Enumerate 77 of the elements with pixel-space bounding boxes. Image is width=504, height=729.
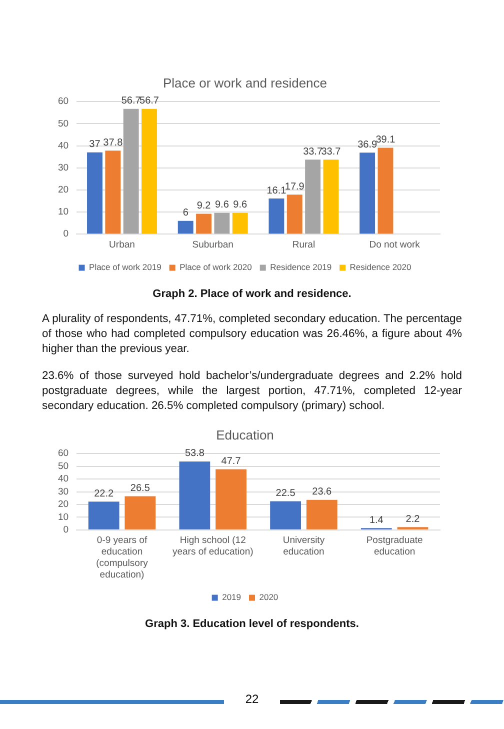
legend-label: 2020	[259, 592, 278, 602]
bar	[214, 212, 230, 234]
bar	[178, 220, 194, 234]
data-label: 22.2	[94, 488, 114, 500]
bar	[87, 152, 102, 234]
chart-title: Education	[216, 427, 274, 442]
data-label: 39.1	[376, 134, 396, 146]
data-label: 36.9	[358, 139, 378, 150]
caption: Graph 3. Education level of respondents.	[144, 618, 360, 630]
bar	[286, 194, 302, 234]
bar	[378, 148, 394, 234]
bar	[124, 496, 156, 530]
data-label: 53.8	[184, 448, 205, 460]
bar	[270, 501, 301, 530]
data-label: 16.1	[266, 185, 287, 196]
bar	[88, 502, 120, 530]
bar	[216, 469, 246, 530]
legend-label: Place of work 2020	[180, 262, 252, 272]
x-tick-label: Urban	[109, 239, 135, 250]
legend-label: 2019	[222, 592, 242, 602]
bar	[123, 108, 139, 234]
bar	[305, 160, 321, 234]
data-label: 22.5	[276, 488, 296, 500]
data-label: 56.7	[121, 96, 142, 107]
y-tick-label: 0	[63, 228, 69, 240]
text: 23.6% of those surveyed hold bachelor’s/undergraduate degrees and 2.2% hold postgraduate degrees, while the largest portion, 47.71%, completed 12-year secondary education. 26.5% completed compulsory (primary) school.	[42, 369, 462, 414]
y-tick-label: 60	[58, 96, 69, 108]
data-label: 17.9	[284, 181, 305, 192]
data-label: 9.6	[214, 200, 230, 211]
data-label: 6	[182, 208, 189, 219]
data-label: 1.4	[369, 514, 384, 526]
legend-label: Residence 2019	[270, 262, 332, 272]
bar	[268, 198, 284, 234]
text: A plurality of respondents, 47.71%, completed secondary education. The percentage of those who had completed compulsory education was 26.46%, a figure about 4% higher than the previous year.	[42, 312, 462, 357]
chart-title: Place or work and residence	[162, 75, 328, 90]
legend-label: Place of work 2019	[89, 262, 162, 272]
data-label: 37	[89, 139, 101, 150]
y-tick-label: 40	[58, 474, 69, 485]
data-label: 33.7	[303, 146, 323, 158]
bar	[306, 500, 338, 530]
bar	[323, 160, 339, 234]
x-tick-label: 0-9 years of education (compulsory education)	[96, 535, 148, 580]
x-tick-label: University education	[282, 535, 325, 558]
bar	[196, 214, 212, 234]
y-tick-label: 60	[58, 448, 69, 460]
y-tick-label: 30	[58, 486, 69, 498]
data-label: 2.2	[406, 514, 420, 525]
bar	[105, 150, 121, 234]
x-tick-label: Rural	[292, 239, 316, 250]
legend-label: Residence 2020	[350, 262, 412, 272]
data-label: 37.8	[103, 137, 124, 148]
data-label: 9.6	[233, 200, 248, 211]
data-label: 23.6	[312, 486, 332, 498]
y-tick-label: 10	[58, 206, 69, 218]
data-label: 56.7	[140, 96, 160, 107]
bar	[232, 212, 248, 234]
y-tick-label: 50	[58, 460, 69, 472]
x-tick-label: High school (12 years of education)	[172, 535, 254, 558]
y-tick-label: 0	[63, 524, 69, 536]
data-label: 47.7	[221, 456, 242, 467]
text: 22	[244, 692, 260, 706]
y-tick-label: 10	[58, 512, 69, 523]
y-tick-label: 20	[58, 499, 69, 510]
data-label: 9.2	[196, 200, 212, 212]
x-tick-label: Postgraduate education	[366, 535, 423, 558]
y-tick-label: 30	[58, 162, 69, 174]
y-tick-label: 40	[58, 140, 69, 152]
y-tick-label: 50	[58, 118, 69, 130]
x-tick-label: Suburban	[192, 239, 234, 250]
bar	[360, 152, 376, 234]
data-label: 33.7	[321, 146, 342, 158]
x-tick-label: Do not work	[369, 239, 420, 250]
data-label: 26.5	[130, 482, 150, 494]
bar	[179, 461, 210, 530]
y-tick-label: 20	[58, 184, 69, 196]
bar	[142, 108, 157, 234]
caption: Graph 2. Place of work and residence.	[152, 288, 352, 300]
